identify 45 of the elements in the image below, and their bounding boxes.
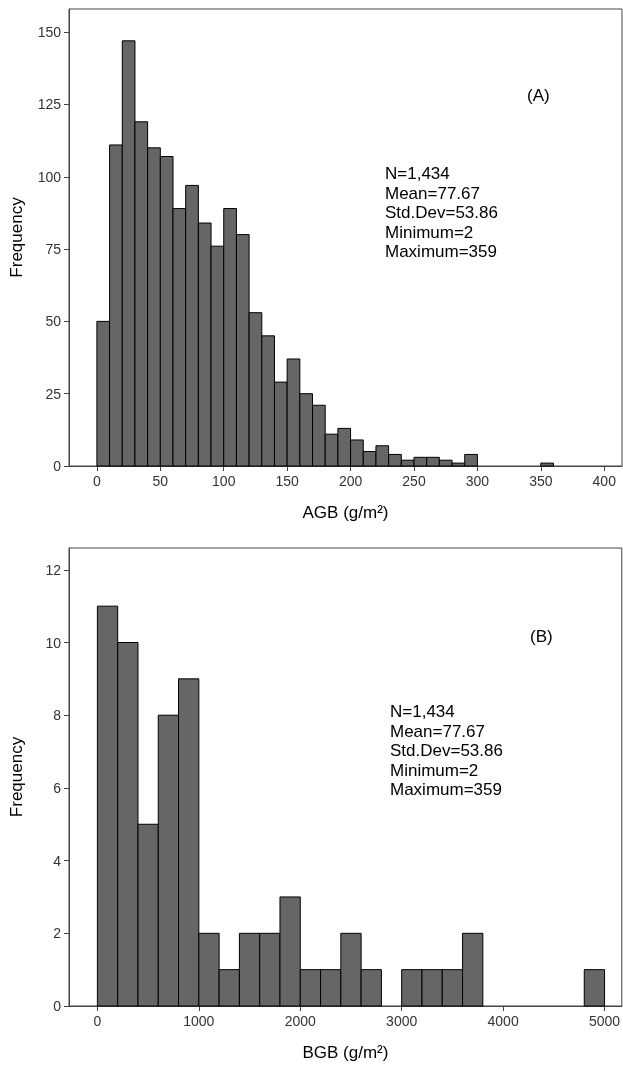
x-axis-title: AGB (g/m²) xyxy=(302,503,389,522)
annotation: N=1,434 xyxy=(385,164,450,183)
x-tick-label: 0 xyxy=(93,1013,102,1029)
annotation: Maximum=359 xyxy=(390,780,502,799)
annotation: Minimum=2 xyxy=(385,222,474,242)
y-axis-title: Frequency xyxy=(7,736,26,818)
y-tick-label: 125 xyxy=(37,96,62,113)
x-tick-label: 0 xyxy=(93,473,102,489)
annotation: Maximum=359 xyxy=(385,242,497,261)
x-tick-label: 100 xyxy=(212,473,236,489)
y-tick-label: 50 xyxy=(45,313,62,330)
x-tick-label: 150 xyxy=(275,473,300,489)
y-tick-label: 150 xyxy=(37,24,62,41)
x-tick-label: 200 xyxy=(338,473,363,489)
x-tick-label: 3000 xyxy=(386,1013,418,1029)
annotation: (B) xyxy=(530,627,553,646)
x-tick-label: 250 xyxy=(402,473,426,489)
x-tick-label: 400 xyxy=(592,473,617,489)
y-tick-label: 6 xyxy=(53,779,62,796)
annotation: Mean=77.67 xyxy=(390,721,485,741)
x-tick-label: 300 xyxy=(465,473,490,489)
y-tick-label: 4 xyxy=(53,852,62,869)
annotation: Std.Dev=53.86 xyxy=(385,203,498,222)
y-tick-label: 100 xyxy=(37,168,62,185)
x-tick-label: 50 xyxy=(152,473,169,489)
annotation: N=1,434 xyxy=(390,702,455,721)
y-tick-label: 2 xyxy=(53,925,62,942)
y-tick-label: 25 xyxy=(45,385,62,402)
y-tick-label: 75 xyxy=(45,241,62,258)
y-tick-label: 0 xyxy=(53,998,62,1014)
x-tick-label: 5000 xyxy=(588,1013,621,1029)
annotation: Minimum=2 xyxy=(390,760,479,780)
x-tick-label: 1000 xyxy=(183,1013,215,1029)
y-tick-label: 8 xyxy=(53,707,62,724)
x-tick-label: 2000 xyxy=(284,1013,317,1029)
y-axis-title: Frequency xyxy=(7,196,26,278)
y-tick-label: 12 xyxy=(45,561,62,578)
x-axis-title: BGB (g/m²) xyxy=(302,1043,389,1062)
x-tick-label: 4000 xyxy=(487,1013,519,1029)
x-tick-label: 350 xyxy=(529,473,553,489)
y-tick-label: 10 xyxy=(45,634,62,651)
annotation: Mean=77.67 xyxy=(385,183,480,203)
y-tick-label: 0 xyxy=(53,458,62,474)
annotation: Std.Dev=53.86 xyxy=(390,741,503,760)
annotation: (A) xyxy=(527,86,550,105)
